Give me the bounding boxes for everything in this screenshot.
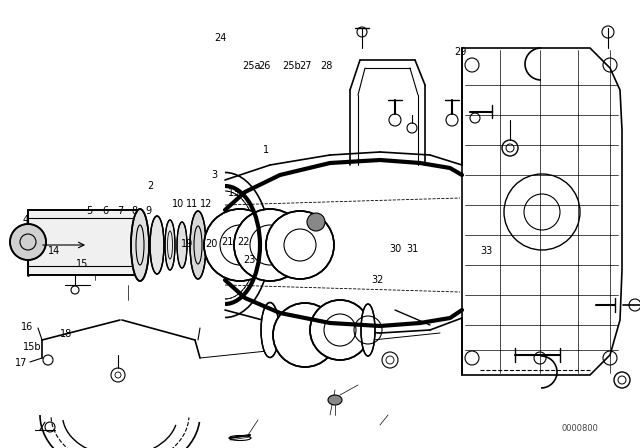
Text: 4: 4 (22, 215, 29, 224)
Circle shape (10, 224, 46, 260)
Text: 25b: 25b (282, 61, 301, 71)
Text: 21: 21 (221, 237, 234, 247)
Text: 29: 29 (454, 47, 467, 56)
Ellipse shape (328, 395, 342, 405)
Text: 16: 16 (21, 322, 34, 332)
Text: 8: 8 (131, 206, 138, 215)
Text: 28: 28 (320, 61, 333, 71)
Text: 20: 20 (205, 239, 218, 249)
Text: 0000800: 0000800 (561, 423, 598, 432)
Text: 18: 18 (60, 329, 72, 339)
Text: 15b: 15b (22, 342, 42, 352)
Bar (28, 218, 140, 266)
Circle shape (273, 303, 337, 367)
Text: 27: 27 (299, 61, 312, 71)
Circle shape (234, 209, 306, 281)
Text: 9: 9 (145, 206, 152, 215)
Text: 3: 3 (211, 170, 218, 180)
Text: 24: 24 (214, 33, 227, 43)
Text: 6: 6 (102, 206, 109, 215)
Text: 32: 32 (371, 275, 384, 285)
Text: 22: 22 (237, 237, 250, 247)
Ellipse shape (361, 304, 375, 356)
Text: 2: 2 (147, 181, 154, 191)
Text: 17: 17 (15, 358, 28, 368)
Text: 10: 10 (172, 199, 184, 209)
Text: 7: 7 (117, 206, 124, 215)
Text: 14: 14 (48, 246, 61, 256)
Text: 30: 30 (389, 244, 402, 254)
Ellipse shape (190, 211, 206, 279)
Ellipse shape (261, 302, 279, 358)
Text: 13: 13 (227, 188, 240, 198)
Circle shape (307, 213, 325, 231)
Ellipse shape (165, 220, 175, 270)
Text: 15: 15 (76, 259, 88, 269)
Ellipse shape (177, 222, 187, 268)
Text: 26: 26 (258, 61, 271, 71)
Bar (28, 210, 140, 275)
Text: 12: 12 (200, 199, 212, 209)
Text: 5: 5 (86, 206, 93, 215)
Ellipse shape (150, 216, 164, 274)
Text: 19: 19 (180, 239, 193, 249)
Bar (28, 210, 140, 275)
Circle shape (204, 209, 276, 281)
Text: 1: 1 (262, 145, 269, 155)
Circle shape (266, 211, 334, 279)
Circle shape (310, 300, 370, 360)
Text: 31: 31 (406, 244, 419, 254)
Text: 23: 23 (243, 255, 256, 265)
Ellipse shape (131, 209, 149, 281)
Text: 25a: 25a (243, 61, 260, 71)
Text: 11: 11 (186, 199, 198, 209)
Text: 33: 33 (480, 246, 493, 256)
